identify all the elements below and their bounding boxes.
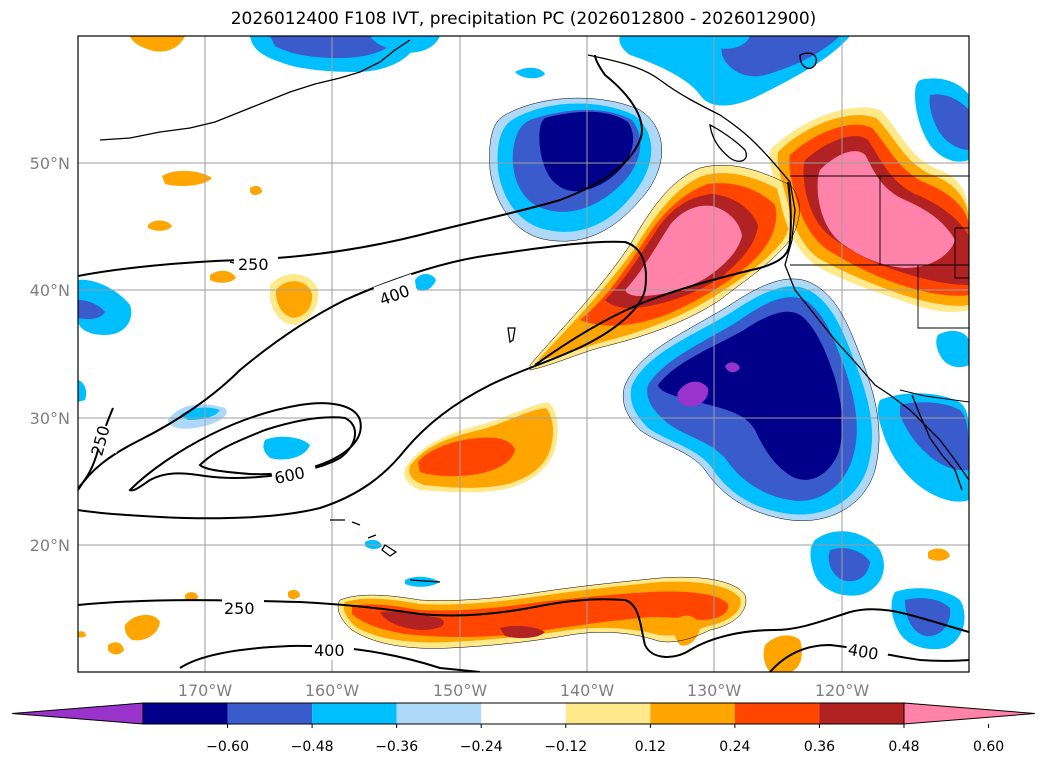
- colorbar-tick-label: 0.48: [888, 739, 919, 755]
- lat-label-30n: 30°N: [30, 409, 70, 428]
- colorbar-frame: [142, 702, 905, 725]
- colorbar-bin: [650, 703, 735, 724]
- anomaly-outlines: [337, 97, 880, 649]
- colorbar-extend-high: [903, 702, 1036, 725]
- lat-label-50n: 50°N: [30, 154, 70, 173]
- colorbar-bin: [227, 703, 313, 724]
- colorbar-bin: [565, 703, 651, 724]
- negative-anomaly-mexico: [810, 78, 969, 650]
- colorbar: −0.60 −0.48 −0.36 −0.24 −0.12 0.12 0.24 0.36 0.4…: [11, 702, 1036, 755]
- colorbar-bin: [481, 703, 566, 724]
- colorbar-tick-label: 0.24: [719, 739, 750, 755]
- positive-anomaly-subtropics: [404, 402, 558, 493]
- contour-label-250-south: 250: [224, 599, 255, 618]
- contour-label-400-south: 400: [314, 641, 345, 660]
- lon-label-170w: 170°W: [178, 681, 233, 700]
- lon-label-130w: 130°W: [687, 681, 742, 700]
- lat-label-40n: 40°N: [30, 281, 70, 300]
- colorbar-tick-label: −0.60: [206, 739, 249, 755]
- colorbar-tick-label: −0.48: [291, 739, 334, 755]
- colorbar-tick-label: 0.60: [973, 739, 1004, 755]
- political-boundaries: [790, 175, 969, 403]
- colorbar-tick-label: −0.36: [375, 739, 418, 755]
- small-anomalies-west: [78, 170, 950, 655]
- colorbar-bin: [312, 703, 397, 724]
- coastlines: [99, 39, 969, 583]
- colorbar-tick-label: 0.12: [635, 739, 666, 755]
- map-plot-area: 250 400 600 250 250 400 400: [78, 36, 969, 672]
- lon-label-120w: 120°W: [815, 681, 870, 700]
- colorbar-tick-label: −0.12: [544, 739, 587, 755]
- map-gridlines: [78, 36, 969, 672]
- colorbar-extend-low: [11, 702, 144, 725]
- negative-anomaly-california: [623, 278, 880, 521]
- lon-label-160w: 160°W: [305, 681, 360, 700]
- ivt-contour-labels: 250 400 600 250 250 400 400: [79, 253, 890, 666]
- map-frame: [77, 35, 970, 673]
- colorbar-bin: [396, 703, 482, 724]
- contour-label-250-north: 250: [238, 255, 269, 274]
- colorbar-bin: [734, 703, 820, 724]
- latitude-labels: 50°N 40°N 30°N 20°N: [30, 154, 70, 555]
- colorbar-tick-label: −0.24: [460, 739, 503, 755]
- lon-label-150w: 150°W: [433, 681, 488, 700]
- negative-anomaly-gulf-alaska: [489, 98, 662, 242]
- longitude-labels: 170°W 160°W 150°W 140°W 130°W 120°W: [178, 681, 870, 700]
- lat-label-20n: 20°N: [30, 536, 70, 555]
- positive-anomaly-river: [530, 165, 800, 370]
- colorbar-bin: [143, 703, 228, 724]
- colorbar-bin: [819, 703, 904, 724]
- colorbar-tick-label: 0.36: [804, 739, 835, 755]
- lon-label-140w: 140°W: [560, 681, 615, 700]
- map-title: 2026012400 F108 IVT, precipitation PC (2…: [230, 9, 817, 29]
